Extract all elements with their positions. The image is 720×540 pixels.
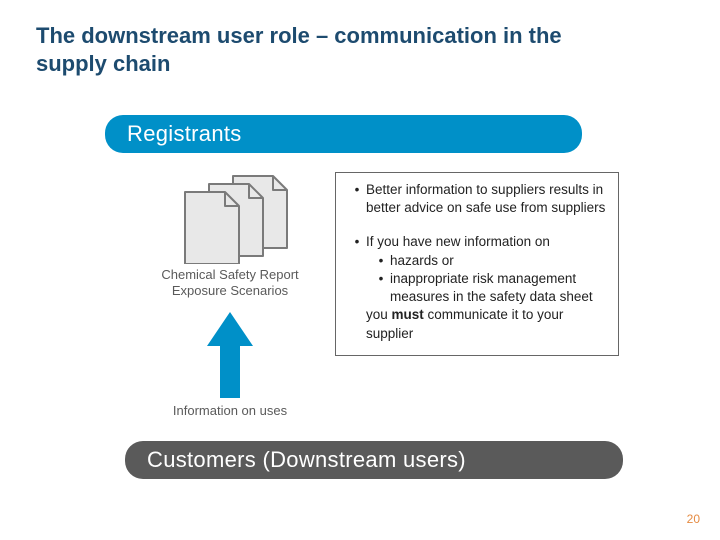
bullet-item-2: • If you have new information on • hazar… [348, 233, 610, 342]
sub-bullet-1-text: hazards or [390, 252, 454, 270]
slide: The downstream user role – communication… [0, 0, 720, 540]
csr-label-line1: Chemical Safety Report [150, 267, 310, 283]
bullet-box: • Better information to suppliers result… [335, 172, 619, 356]
sub-bullet-2-text: inappropriate risk management measures i… [390, 270, 610, 306]
registrants-bar: Registrants [105, 115, 582, 153]
bullet-2-intro: If you have new information on [366, 233, 550, 251]
bullet-list: • Better information to suppliers result… [348, 181, 610, 343]
csr-label: Chemical Safety Report Exposure Scenario… [150, 267, 310, 300]
bullet-dot-icon: • [348, 233, 366, 251]
bullet-dot-icon: • [372, 270, 390, 306]
bullet-dot-icon: • [372, 252, 390, 270]
tail-pre: you [366, 307, 392, 322]
customers-bar: Customers (Downstream users) [125, 441, 623, 479]
sub-bullet-2: • inappropriate risk management measures… [372, 270, 610, 306]
page-number: 20 [687, 512, 700, 526]
bullet-dot-icon: • [348, 181, 366, 217]
bullet-1-text: Better information to suppliers results … [366, 181, 610, 217]
csr-label-line2: Exposure Scenarios [150, 283, 310, 299]
sub-bullet-1: • hazards or [372, 252, 610, 270]
documents-icon [175, 172, 293, 269]
arrow-up-icon [207, 312, 253, 403]
customers-label: Customers (Downstream users) [147, 447, 466, 473]
tail-bold: must [392, 307, 424, 322]
information-on-uses-label: Information on uses [165, 403, 295, 418]
bullet-2-tail: you must communicate it to your supplier [366, 306, 610, 342]
bullet-item-1: • Better information to suppliers result… [348, 181, 610, 217]
slide-title: The downstream user role – communication… [36, 22, 616, 77]
registrants-label: Registrants [127, 121, 242, 147]
